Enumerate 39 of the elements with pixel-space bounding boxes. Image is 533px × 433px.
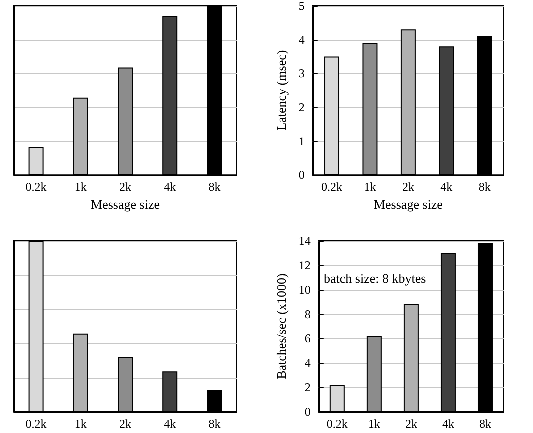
x-tick-label: 2k	[120, 417, 132, 431]
annotation: batch size: 8 kbytes	[324, 271, 426, 286]
y-tick-label: 1	[298, 134, 305, 148]
y-tick-label: 8	[304, 307, 311, 322]
x-tick-label: 0.2k	[26, 417, 47, 431]
x-tick-label: 8k	[208, 180, 221, 194]
x-tick-label: 0.2k	[326, 417, 348, 431]
x-tick-label: 1k	[368, 417, 380, 431]
x-tick-label: 4k	[164, 417, 176, 431]
y-tick-label: 5	[298, 0, 305, 13]
y-tick-label: 2	[304, 380, 311, 395]
y-axis-title: Batches/sec (x1000)	[274, 274, 289, 380]
y-tick-label: 2	[298, 100, 305, 114]
x-tick-label: 2k	[405, 417, 418, 431]
x-tick-label: 8k	[479, 417, 492, 431]
y-tick-label: 6	[304, 332, 311, 346]
x-axis-title: Message size	[91, 197, 160, 212]
x-tick-label: 1k	[364, 180, 376, 194]
x-tick-label: 2k	[402, 180, 414, 194]
x-tick-label: 8k	[208, 417, 221, 431]
y-tick-label: 10	[298, 282, 311, 297]
x-tick-label: 4k	[164, 180, 176, 194]
x-tick-label: 0.2k	[26, 180, 47, 194]
y-tick-label: 3	[298, 66, 305, 81]
y-tick-label: 12	[298, 258, 311, 272]
x-tick-label: 4k	[442, 417, 454, 431]
y-tick-label: 14	[298, 234, 311, 248]
x-tick-label: 4k	[440, 180, 453, 194]
x-tick-label: 1k	[74, 417, 87, 431]
x-tick-label: 0.2k	[322, 180, 343, 194]
y-axis-title: Latency (msec)	[274, 50, 289, 131]
x-tick-label: 8k	[478, 180, 491, 194]
x-tick-label: 2k	[120, 180, 132, 194]
y-tick-label: 0	[298, 168, 305, 182]
y-tick-label: 0	[304, 405, 311, 419]
x-axis-title: Message size	[374, 197, 444, 212]
y-tick-label: 4	[298, 32, 305, 47]
y-tick-label: 4	[304, 356, 311, 370]
x-tick-label: 1k	[74, 180, 87, 194]
